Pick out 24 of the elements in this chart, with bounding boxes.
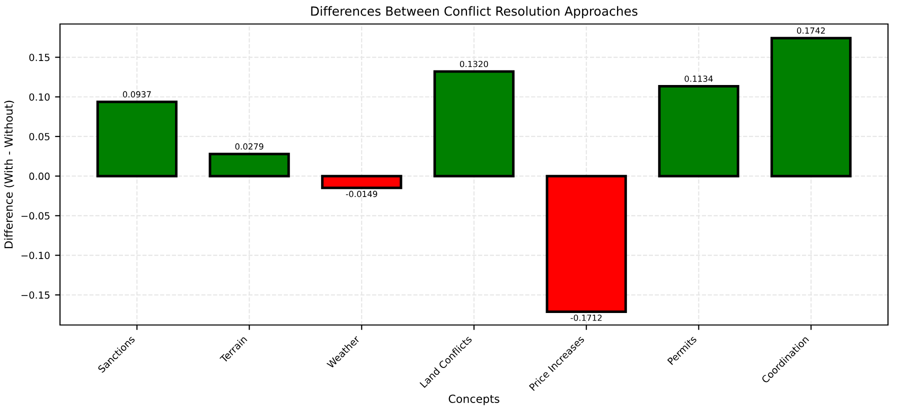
bar: [546, 174, 627, 313]
data-label: -0.1712: [570, 314, 602, 321]
bar: [208, 152, 290, 178]
bar: [658, 85, 740, 178]
y-tick-label: 0.10: [29, 93, 50, 101]
y-tick-label: 0.05: [29, 132, 50, 140]
y-tick-label: −0.15: [22, 291, 50, 299]
data-label: 0.1320: [460, 60, 488, 68]
y-axis-title: Difference (With - Without): [4, 100, 14, 248]
data-label: 0.1134: [684, 76, 713, 82]
bar: [96, 100, 178, 178]
x-axis-title: Concepts: [448, 394, 500, 406]
data-label: -0.0149: [346, 190, 378, 198]
chart-title: Differences Between Conflict Resolution Approaches: [311, 6, 638, 18]
data-label: 0.0937: [122, 91, 151, 98]
y-tick-label: −0.10: [22, 252, 50, 260]
data-label: 0.1742: [797, 27, 825, 34]
bar: [433, 70, 515, 178]
data-label: 0.0279: [235, 143, 264, 150]
y-tick-label: 0.00: [29, 172, 50, 180]
y-tick-label: −0.05: [22, 212, 50, 220]
bar: [321, 174, 402, 190]
bar: [770, 36, 852, 178]
y-tick-label: 0.15: [29, 54, 50, 62]
